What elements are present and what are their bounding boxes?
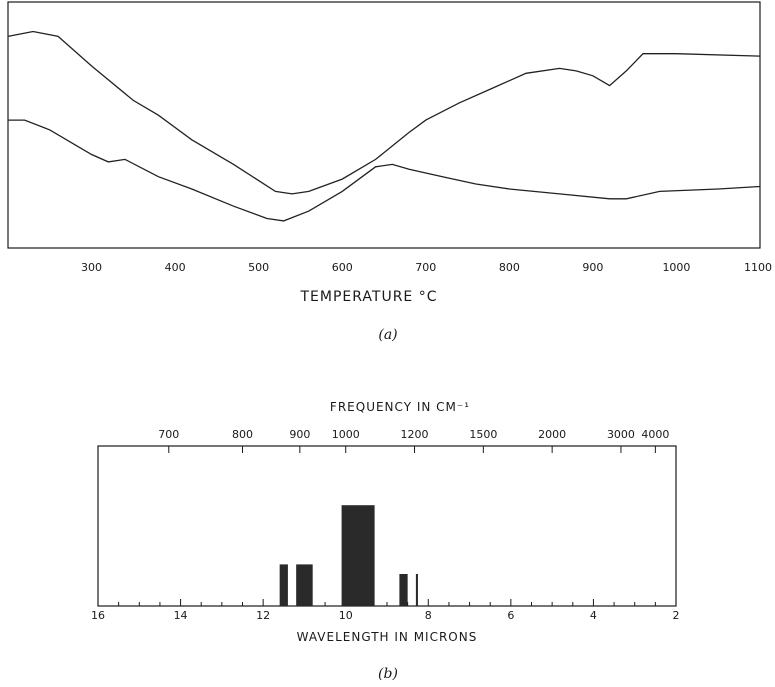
panel-a: 300 400 500 600 700 800 900 1000 1100 TEMPERATUR… (7, 1, 772, 343)
frequency-tick-label: 900 (289, 428, 310, 441)
panel-a-tick-labels: 300 400 500 600 700 800 900 1000 1100 (81, 261, 772, 274)
frequency-tick-label: 1000 (332, 428, 360, 441)
panel-b: FREQUENCY IN CM⁻¹ 700 800 900 1000 1200 1500 2… (91, 400, 680, 682)
wavelength-tick-label: 2 (673, 609, 680, 622)
x-tick-label: 300 (81, 261, 102, 274)
frequency-tick-label: 1200 (401, 428, 429, 441)
wavelength-tick-label: 16 (91, 609, 105, 622)
bar-3 (341, 505, 375, 606)
bar-1 (279, 564, 288, 606)
wavelength-tick-label: 12 (256, 609, 270, 622)
x-tick-label: 400 (165, 261, 186, 274)
panel-b-x-axis-title: WAVELENGTH IN MICRONS (297, 630, 478, 644)
wavelength-tick-label: 4 (590, 609, 597, 622)
panel-b-top-tick-labels: 700 800 900 1000 1200 1500 2000 3000 4000 (158, 428, 669, 441)
frequency-tick-label: 4000 (641, 428, 669, 441)
frequency-tick-label: 700 (158, 428, 179, 441)
panel-b-frame (97, 445, 677, 607)
panel-b-ticks (97, 446, 677, 606)
panel-a-frame (7, 1, 761, 249)
bar-4 (399, 574, 408, 606)
panel-b-tick-labels: 16 14 12 10 8 6 4 2 (91, 609, 680, 622)
x-tick-label: 500 (248, 261, 269, 274)
wavelength-tick-label: 6 (507, 609, 514, 622)
panel-b-label: (b) (378, 666, 398, 682)
x-tick-label: 600 (332, 261, 353, 274)
curve-2 (8, 119, 761, 222)
x-tick-label: 1100 (744, 261, 772, 274)
wavelength-tick-label: 14 (174, 609, 188, 622)
wavelength-tick-label: 10 (339, 609, 353, 622)
frequency-tick-label: 2000 (538, 428, 566, 441)
x-tick-label: 1000 (662, 261, 690, 274)
x-tick-label: 900 (582, 261, 603, 274)
bar-2 (296, 564, 313, 606)
frequency-tick-label: 3000 (607, 428, 635, 441)
panel-a-x-axis-title: TEMPERATURE °C (299, 289, 437, 305)
panel-b-bars (279, 505, 418, 606)
wavelength-tick-label: 8 (425, 609, 432, 622)
panel-a-label: (a) (378, 327, 397, 343)
frequency-tick-label: 1500 (469, 428, 497, 441)
curve-1 (7, 30, 761, 195)
panel-b-top-axis-title: FREQUENCY IN CM⁻¹ (330, 400, 470, 414)
frequency-tick-label: 800 (232, 428, 253, 441)
bar-5 (415, 574, 418, 606)
x-tick-label: 700 (415, 261, 436, 274)
x-tick-label: 800 (499, 261, 520, 274)
panel-a-curves (7, 30, 761, 222)
